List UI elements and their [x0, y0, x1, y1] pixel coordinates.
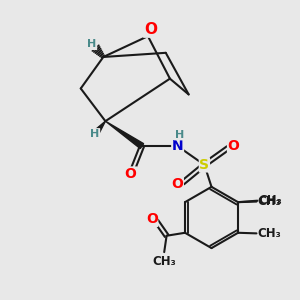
Text: S: S [200, 158, 209, 172]
Polygon shape [95, 121, 105, 133]
Text: CH₃: CH₃ [257, 195, 281, 208]
Text: H: H [90, 129, 100, 139]
Text: CH₃: CH₃ [257, 227, 281, 240]
Text: H: H [175, 130, 184, 140]
Text: O: O [228, 140, 239, 153]
Text: O: O [171, 177, 183, 191]
Text: O: O [144, 22, 157, 37]
Text: CH₃: CH₃ [258, 194, 282, 207]
Text: H: H [87, 40, 97, 50]
Text: O: O [125, 167, 136, 181]
Text: CH₃: CH₃ [152, 255, 176, 268]
Polygon shape [105, 121, 144, 148]
Text: O: O [146, 212, 158, 226]
Text: N: N [172, 139, 184, 153]
